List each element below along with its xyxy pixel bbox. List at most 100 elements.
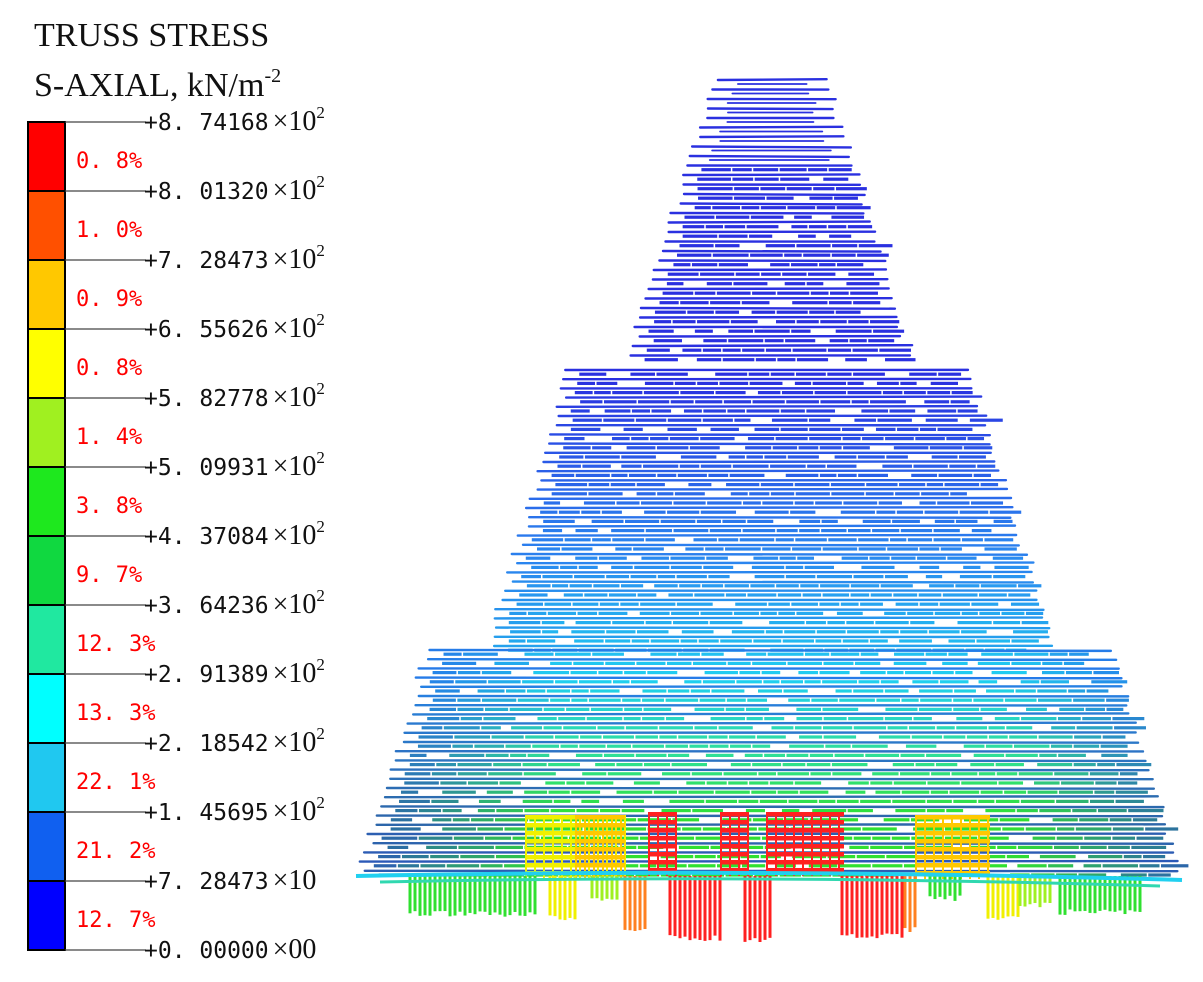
- truss-hot-web: [960, 855, 962, 863]
- truss-web-segment: [732, 177, 754, 181]
- truss-web-segment: [1048, 864, 1074, 868]
- truss-hot-web: [978, 831, 980, 839]
- truss-web-segment: [835, 689, 852, 693]
- truss-chord: [688, 154, 850, 159]
- truss-web-segment: [780, 177, 810, 181]
- truss-web-segment: [892, 519, 920, 523]
- legend-subtitle: S-AXIAL, kN/m-2: [34, 65, 281, 104]
- truss-hot-segment: [720, 836, 748, 841]
- truss-hot-web: [915, 831, 917, 839]
- truss-web-segment: [760, 206, 786, 210]
- truss-web-segment: [809, 427, 841, 431]
- truss-web-segment: [892, 799, 926, 803]
- truss-web-segment: [457, 671, 481, 675]
- truss-chord: [555, 404, 979, 408]
- truss-web-segment: [837, 263, 864, 267]
- legend-band-percent: 0. 8%: [76, 149, 142, 174]
- truss-web-segment: [636, 630, 669, 634]
- legend-color-band: [28, 605, 65, 674]
- truss-web-segment: [681, 630, 714, 634]
- truss-hot-web: [811, 852, 813, 860]
- truss-web-segment: [575, 529, 598, 533]
- truss-web-segment: [885, 437, 914, 441]
- truss-web-segment: [796, 358, 829, 362]
- truss-web-segment: [943, 735, 966, 739]
- truss-web-segment: [730, 763, 751, 767]
- truss-web-segment: [571, 698, 588, 702]
- truss-web-segment: [604, 409, 631, 413]
- legend-value-exponent: 2: [316, 310, 325, 329]
- truss-web-segment: [1006, 855, 1030, 859]
- truss-hot-web: [924, 855, 926, 863]
- truss-web-segment: [961, 630, 987, 634]
- truss-web-segment: [828, 168, 852, 172]
- truss-web-segment: [913, 464, 948, 468]
- truss-web-segment: [599, 602, 619, 606]
- truss-hot-web: [784, 820, 786, 828]
- truss-web-segment: [678, 845, 710, 849]
- truss-web-segment: [764, 717, 785, 721]
- truss-web-segment: [1120, 873, 1147, 877]
- truss-web-segment: [678, 652, 700, 656]
- truss-hot-web: [561, 815, 563, 823]
- truss-web-segment: [550, 698, 570, 702]
- truss-web-segment: [810, 772, 831, 776]
- truss-web-segment: [831, 253, 856, 257]
- truss-hot-web: [829, 844, 831, 852]
- truss-hot-web: [666, 852, 668, 860]
- truss-web-segment: [818, 799, 836, 803]
- truss-hot-web: [620, 863, 622, 871]
- truss-web-segment: [722, 519, 746, 523]
- truss-hot-web: [720, 820, 722, 828]
- truss-web-segment: [540, 510, 558, 514]
- truss-hot-web: [784, 852, 786, 860]
- truss-web-segment: [896, 510, 924, 514]
- truss-hot-web: [534, 863, 536, 871]
- truss-web-segment: [715, 790, 750, 794]
- truss-web-segment: [895, 602, 919, 606]
- truss-web-segment: [832, 772, 862, 776]
- truss-web-segment: [1032, 836, 1056, 840]
- legend-subtitle-exponent: -2: [264, 65, 281, 87]
- truss-hot-web: [675, 844, 677, 852]
- truss-web-segment: [701, 168, 731, 172]
- truss-web-segment: [884, 717, 913, 721]
- truss-web-segment: [404, 772, 431, 776]
- truss-web-segment: [495, 818, 528, 822]
- legend-value-base: ×10: [273, 658, 317, 689]
- truss-web-segment: [799, 519, 821, 523]
- truss-web-segment: [1002, 827, 1025, 831]
- truss-web-segment: [670, 400, 694, 404]
- truss-web-segment: [836, 611, 863, 615]
- truss-web-segment: [559, 455, 584, 459]
- truss-web-segment: [670, 556, 705, 560]
- truss-web-segment: [696, 519, 721, 523]
- legend-color-band: [28, 260, 65, 329]
- truss-web-segment: [653, 339, 683, 343]
- truss-web-segment: [820, 320, 847, 324]
- truss-web-segment: [650, 437, 669, 441]
- truss-hot-web: [720, 812, 722, 820]
- truss-hot-web: [802, 828, 804, 836]
- truss-web-segment: [928, 630, 960, 634]
- truss-web-segment: [436, 763, 456, 767]
- truss-hot-web: [593, 847, 595, 855]
- truss-web-segment: [373, 864, 397, 868]
- truss-web-segment: [811, 698, 838, 702]
- truss-web-segment: [985, 744, 1013, 748]
- truss-web-segment: [457, 763, 492, 767]
- truss-web-segment: [841, 427, 864, 431]
- truss-web-segment: [813, 187, 835, 191]
- truss-web-segment: [937, 427, 973, 431]
- truss-web-segment: [730, 492, 748, 496]
- truss-hot-web: [593, 855, 595, 863]
- truss-web-segment: [1061, 781, 1094, 785]
- truss-web-segment: [889, 409, 916, 413]
- truss-web-segment: [557, 464, 581, 468]
- truss-web-segment: [1076, 726, 1113, 730]
- truss-web-segment: [770, 263, 790, 267]
- truss-web-segment: [401, 855, 429, 859]
- truss-hot-segment: [575, 815, 625, 820]
- truss-web-segment: [876, 381, 899, 385]
